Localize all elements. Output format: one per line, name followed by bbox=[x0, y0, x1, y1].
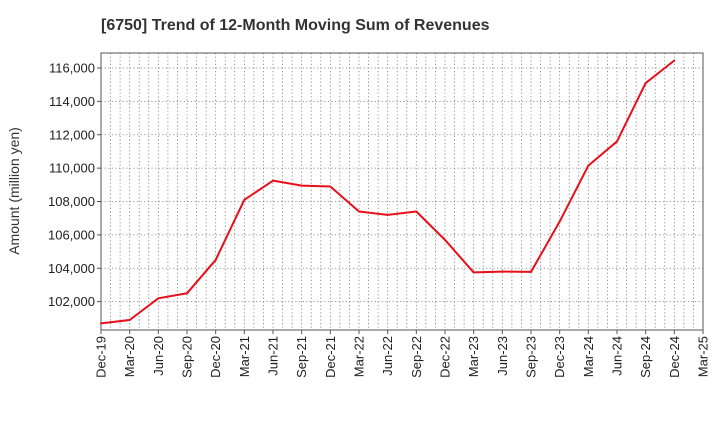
y-tick-label: 108,000 bbox=[48, 194, 95, 209]
data-point bbox=[272, 179, 274, 182]
x-tick-label: Mar-24 bbox=[581, 336, 596, 377]
y-tick-label: 112,000 bbox=[49, 127, 95, 142]
plot-frame bbox=[100, 52, 704, 331]
x-tick-label: Dec-23 bbox=[552, 336, 567, 378]
data-point bbox=[128, 318, 131, 321]
grid bbox=[101, 53, 703, 330]
data-point bbox=[386, 213, 389, 216]
data-point bbox=[472, 271, 475, 274]
y-tick-label: 110,000 bbox=[49, 161, 95, 176]
y-tick-label: 106,000 bbox=[48, 227, 95, 242]
x-tick-label: Dec-20 bbox=[208, 336, 223, 378]
x-tick-label: Jun-20 bbox=[151, 336, 166, 376]
data-point bbox=[214, 258, 217, 261]
data-point bbox=[673, 59, 676, 62]
data-point bbox=[358, 210, 360, 213]
y-tick-label: 116,000 bbox=[49, 61, 95, 76]
data-point bbox=[186, 292, 188, 295]
data-point bbox=[157, 297, 160, 300]
x-tick-label: Sep-23 bbox=[524, 336, 539, 378]
y-tick-label: 114,000 bbox=[49, 94, 95, 109]
data-point bbox=[415, 210, 418, 213]
data-point bbox=[243, 198, 246, 201]
x-tick-label: Jun-22 bbox=[380, 336, 395, 376]
x-tick-label: Dec-19 bbox=[94, 336, 109, 378]
data-point bbox=[300, 184, 303, 187]
x-tick-label: Sep-21 bbox=[294, 336, 309, 378]
data-point bbox=[558, 220, 561, 223]
x-tick-label: Jun-21 bbox=[266, 336, 281, 376]
x-axis-ticks: Dec-19 Mar-20 Jun-20 Sep-20 Dec-20 Mar-21 Jun-… bbox=[94, 330, 711, 378]
data-point bbox=[644, 82, 647, 85]
data-point bbox=[530, 270, 532, 273]
x-tick-label: Jun-23 bbox=[495, 336, 510, 376]
y-axis-label: Amount (million yen) bbox=[6, 127, 22, 255]
data-point bbox=[329, 185, 332, 188]
y-tick-label: 102,000 bbox=[48, 294, 95, 309]
x-tick-label: Mar-25 bbox=[696, 336, 711, 377]
x-tick-label: Dec-24 bbox=[667, 336, 682, 378]
data-point bbox=[100, 322, 102, 325]
x-tick-label: Sep-24 bbox=[638, 336, 653, 378]
data-point bbox=[616, 140, 618, 143]
x-tick-label: Mar-20 bbox=[122, 336, 137, 377]
x-tick-label: Jun-24 bbox=[610, 336, 625, 376]
x-tick-label: Dec-22 bbox=[438, 336, 453, 378]
series-layer bbox=[100, 59, 676, 325]
x-tick-label: Sep-20 bbox=[180, 336, 195, 378]
y-tick-label: 104,000 bbox=[48, 261, 95, 276]
x-tick-label: Mar-22 bbox=[352, 336, 367, 377]
x-tick-label: Dec-21 bbox=[323, 336, 338, 378]
data-point bbox=[501, 270, 504, 273]
data-point bbox=[587, 164, 590, 167]
x-tick-label: Mar-23 bbox=[466, 336, 481, 377]
y-axis-ticks: 102,000 104,000 106,000 108,000 110,000 112,0… bbox=[48, 61, 101, 309]
data-point bbox=[444, 238, 446, 241]
x-tick-label: Mar-21 bbox=[237, 336, 252, 377]
x-tick-label: Sep-22 bbox=[409, 336, 424, 378]
chart-title: [6750] Trend of 12-Month Moving Sum of R… bbox=[101, 17, 490, 34]
